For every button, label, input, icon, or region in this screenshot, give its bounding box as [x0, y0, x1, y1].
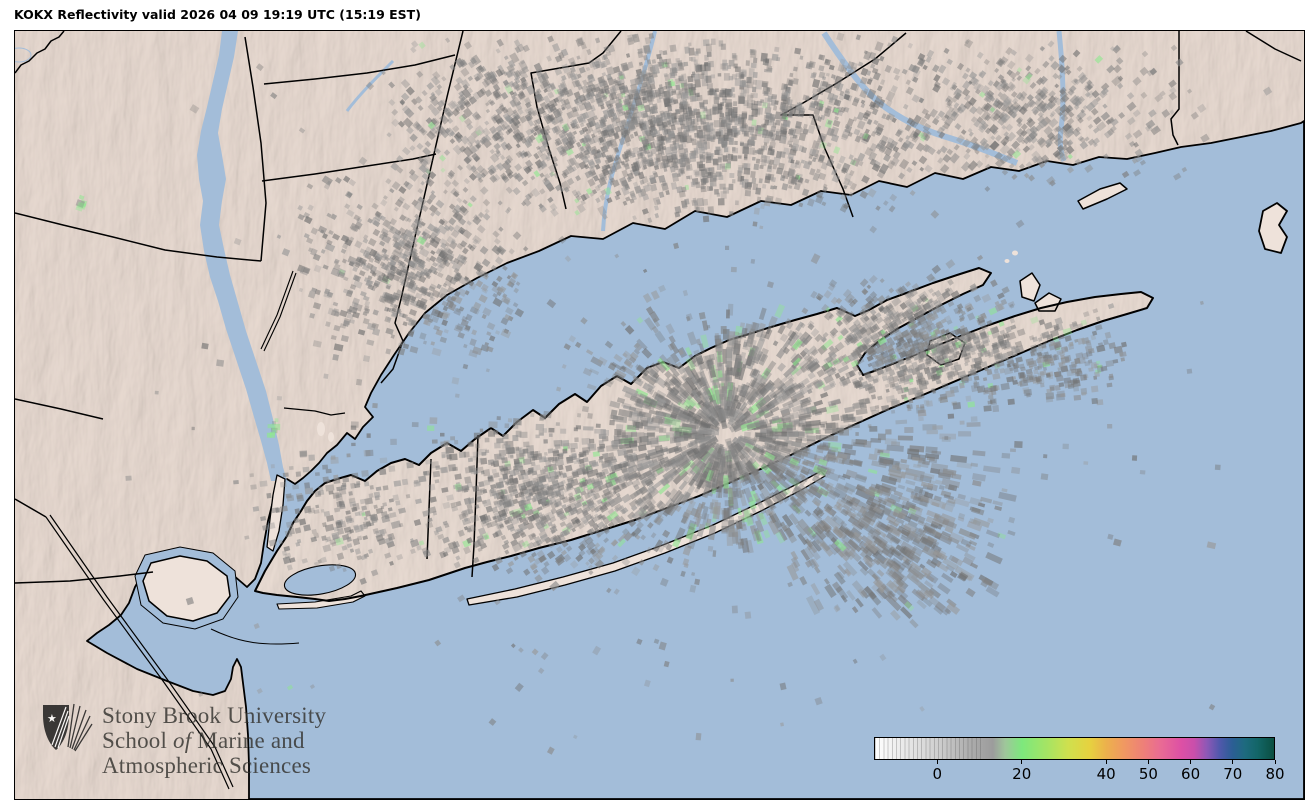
water-hudson-river [197, 31, 287, 481]
colorbar-tick-label: 50 [1138, 765, 1158, 783]
map-canvas [15, 31, 1304, 799]
colorbar-tick-mark [1190, 760, 1192, 764]
county-boundaries [15, 31, 1302, 790]
reflectivity-colorbar: 0 20 40 50 60 70 80 [874, 737, 1285, 789]
coastlines [142, 182, 1288, 645]
colorbar-tick-label: 80 [1265, 765, 1285, 783]
colorbar-gradient [874, 737, 1275, 760]
logo-line-2: School of Marine and [102, 728, 305, 753]
colorbar-discrete-steps [875, 738, 983, 759]
colorbar-tick-mark [1105, 760, 1107, 764]
colorbar-tick-label: 70 [1223, 765, 1243, 783]
colorbar-tick-label: 60 [1181, 765, 1201, 783]
colorbar-tick-mark [1232, 760, 1234, 764]
colorbar-tick-label: 0 [932, 765, 943, 783]
colorbar-tick-mark [936, 760, 938, 764]
logo-line-3: Atmospheric Sciences [102, 753, 312, 778]
colorbar-tick-mark [1021, 760, 1023, 764]
logo-line-1: Stony Brook University [102, 703, 327, 728]
colorbar-tick-mark [1274, 760, 1276, 764]
stonybrook-logo: ★ Stony Brook University School of Marin… [41, 703, 326, 778]
page-title: KOKX Reflectivity valid 2026 04 09 19:19… [14, 7, 421, 22]
water-jamaica-bay [283, 564, 357, 596]
radar-map: ★ Stony Brook University School of Marin… [14, 30, 1305, 800]
colorbar-tick-label: 40 [1096, 765, 1116, 783]
colorbar-tick-mark [1147, 760, 1149, 764]
stonybrook-shield-icon: ★ [43, 703, 93, 752]
radar-echo-layer [75, 32, 1273, 755]
colorbar-tick-label: 20 [1012, 765, 1032, 783]
